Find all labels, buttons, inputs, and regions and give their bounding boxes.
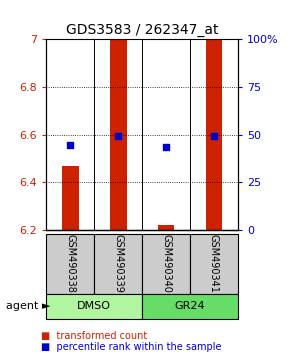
- Bar: [206, 39, 222, 230]
- Bar: [190, 234, 238, 294]
- Point: [211, 133, 216, 139]
- Title: GDS3583 / 262347_at: GDS3583 / 262347_at: [66, 23, 218, 36]
- Text: ■  percentile rank within the sample: ■ percentile rank within the sample: [41, 342, 221, 352]
- Text: DMSO: DMSO: [77, 301, 111, 311]
- Point: [68, 142, 72, 148]
- Bar: [94, 234, 142, 294]
- Text: agent ►: agent ►: [6, 301, 50, 311]
- Bar: [142, 294, 238, 319]
- Bar: [62, 166, 79, 230]
- Bar: [110, 39, 126, 230]
- Point: [164, 144, 168, 150]
- Bar: [158, 225, 174, 230]
- Text: GSM490340: GSM490340: [161, 234, 171, 293]
- Text: GSM490338: GSM490338: [65, 234, 75, 293]
- Bar: [46, 294, 142, 319]
- Bar: [142, 234, 190, 294]
- Text: GSM490341: GSM490341: [209, 234, 219, 293]
- Text: GR24: GR24: [175, 301, 205, 311]
- Text: GSM490339: GSM490339: [113, 234, 123, 293]
- Point: [116, 133, 120, 139]
- Text: ■  transformed count: ■ transformed count: [41, 331, 147, 341]
- Bar: [46, 234, 94, 294]
